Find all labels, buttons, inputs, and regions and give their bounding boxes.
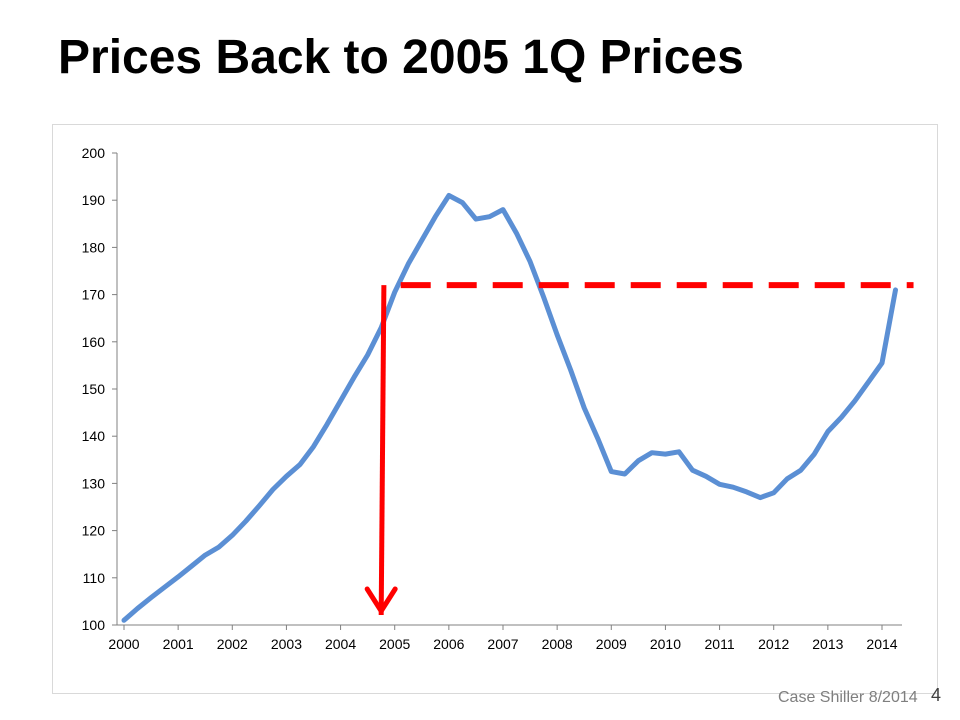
- x-tick-label: 2004: [325, 636, 356, 652]
- x-tick-label: 2011: [705, 636, 735, 652]
- chart-axes: 100 110 120 130 140 150 160 170 180 190 200 2000 200…: [82, 145, 902, 652]
- y-tick-label: 130: [82, 475, 106, 491]
- x-tick-label: 2000: [108, 636, 139, 652]
- y-tick-label: 150: [82, 381, 106, 397]
- x-tick-label: 2013: [812, 636, 843, 652]
- x-tick-label: 2014: [866, 636, 897, 652]
- x-tick-label: 2009: [596, 636, 627, 652]
- x-tick-label: 2001: [163, 636, 194, 652]
- y-tick-label: 190: [82, 192, 106, 208]
- x-tick-label: 2008: [542, 636, 573, 652]
- y-tick-label: 180: [82, 239, 106, 255]
- x-tick-label: 2010: [650, 636, 681, 652]
- down-arrow-shaft: [378, 285, 387, 616]
- y-tick-label: 100: [82, 617, 106, 633]
- x-tick-label: 2012: [758, 636, 789, 652]
- y-tick-label: 110: [83, 570, 106, 586]
- x-tick-label: 2003: [271, 636, 302, 652]
- y-tick-label: 140: [82, 428, 106, 444]
- x-tick-label: 2006: [433, 636, 464, 652]
- y-tick-label: 170: [82, 287, 106, 303]
- x-tick-label: 2007: [487, 636, 518, 652]
- y-tick-label: 200: [82, 145, 106, 161]
- y-tick-label: 120: [82, 523, 106, 539]
- series-line: [121, 193, 898, 623]
- series-layer: [121, 193, 898, 623]
- annotation-layer: [364, 282, 914, 616]
- chart-frame: [52, 124, 938, 694]
- slide-title: Prices Back to 2005 1Q Prices: [58, 31, 744, 84]
- x-tick-label: 2002: [217, 636, 248, 652]
- y-tick-label: 160: [82, 334, 106, 350]
- x-tick-label: 2005: [379, 636, 410, 652]
- source-note: Case Shiller 8/2014: [778, 689, 918, 706]
- slide-number: 4: [931, 685, 942, 705]
- down-arrow-head: [364, 586, 398, 614]
